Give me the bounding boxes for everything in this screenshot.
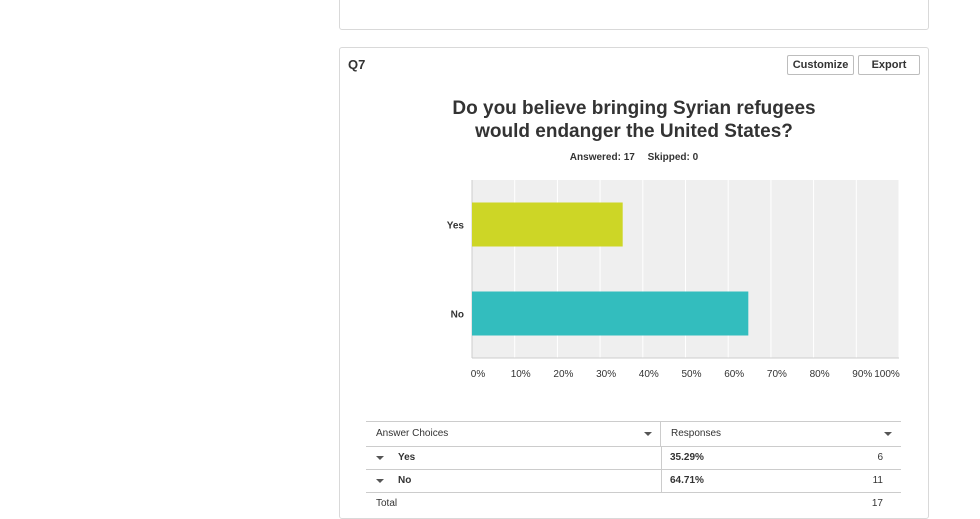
question-number: Q7 xyxy=(348,57,366,72)
expand-row-icon[interactable] xyxy=(376,456,384,460)
x-tick-label: 80% xyxy=(810,369,830,380)
header-responses[interactable]: Responses xyxy=(661,422,901,446)
row-percent: 64.71% xyxy=(670,475,704,486)
category-label: No xyxy=(451,310,464,321)
header-answer-choices[interactable]: Answer Choices xyxy=(366,422,661,446)
header-responses-label: Responses xyxy=(671,428,722,439)
bar-no xyxy=(472,291,749,336)
column-divider xyxy=(661,470,662,492)
row-answer-label: Yes xyxy=(398,452,416,463)
bar-chart: 0% 10% 20% 30% 40% 50% 60% 70% 80% 90% 100% Yes No xyxy=(447,180,900,380)
category-label: Yes xyxy=(447,221,465,232)
expand-row-icon[interactable] xyxy=(376,479,384,483)
skipped-count: Skipped: 0 xyxy=(647,152,699,163)
total-label: Total xyxy=(376,498,398,509)
sort-answer-choices-icon[interactable] xyxy=(644,432,652,436)
previous-question-card xyxy=(339,0,929,30)
x-tick-label: 40% xyxy=(639,369,659,380)
question-card: Q7 Customize Export Do you believe bring… xyxy=(339,47,929,519)
answered-count: Answered: 17 xyxy=(569,152,635,163)
responses-table: Answer Choices Responses Yes 35.29% 6 No… xyxy=(366,421,901,515)
table-total-row: Total 17 xyxy=(366,493,901,515)
customize-button[interactable]: Customize xyxy=(787,55,854,75)
x-tick-label: 90% xyxy=(852,369,872,380)
total-count: 17 xyxy=(871,498,883,509)
bar-yes xyxy=(472,202,623,247)
table-header: Answer Choices Responses xyxy=(366,421,901,447)
question-title: Do you believe bringing Syrian refugees … xyxy=(340,97,928,143)
sort-responses-icon[interactable] xyxy=(884,432,892,436)
x-tick-label: 50% xyxy=(681,369,701,380)
x-tick-label: 100% xyxy=(874,369,900,380)
x-tick-label: 60% xyxy=(724,369,744,380)
question-title-line2: would endanger the United States? xyxy=(475,121,793,142)
x-tick-label: 30% xyxy=(596,369,616,380)
table-row: Yes 35.29% 6 xyxy=(366,447,901,470)
x-tick-label: 70% xyxy=(767,369,787,380)
row-answer-label: No xyxy=(398,475,412,486)
response-summary: Answered: 17 Skipped: 0 xyxy=(340,152,928,163)
export-button[interactable]: Export xyxy=(858,55,920,75)
x-tick-label: 0% xyxy=(471,369,486,380)
row-count: 11 xyxy=(872,475,883,486)
row-percent: 35.29% xyxy=(670,452,704,463)
question-title-line1: Do you believe bringing Syrian refugees xyxy=(452,98,816,119)
column-divider xyxy=(661,447,662,469)
row-count: 6 xyxy=(877,452,883,463)
header-answer-choices-label: Answer Choices xyxy=(376,428,449,439)
table-row: No 64.71% 11 xyxy=(366,470,901,493)
x-tick-label: 10% xyxy=(511,369,531,380)
x-tick-label: 20% xyxy=(553,369,573,380)
